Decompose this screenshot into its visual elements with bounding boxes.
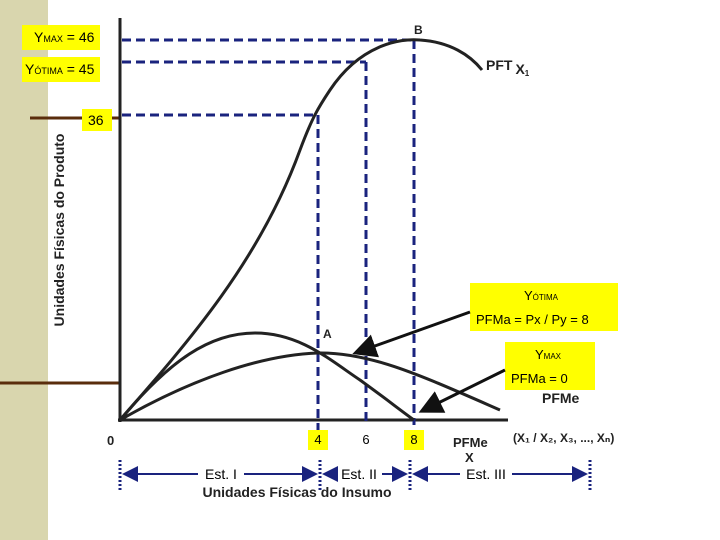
x-tick-label: 4 xyxy=(314,432,321,447)
pft-label: PFT X1 xyxy=(486,57,530,78)
callout-arrow xyxy=(418,368,506,413)
y-max-label: YMAX = 46 xyxy=(34,29,95,45)
stage-label: Est. II xyxy=(341,466,377,482)
x-axis-variable: (X₁ / X₂, X₃, ..., Xₙ) xyxy=(513,431,614,445)
origin-label: 0 xyxy=(107,433,114,448)
pfma-curve xyxy=(118,331,415,422)
pfme-label: PFMe xyxy=(542,390,580,406)
pfma-x-label: X xyxy=(465,450,474,465)
label-box xyxy=(22,25,100,50)
y-otima-label: YÓTIMA = 45 xyxy=(25,61,95,77)
x-tick-label: 6 xyxy=(362,432,369,447)
label-box xyxy=(22,57,100,82)
label-box xyxy=(82,109,112,131)
side-strip xyxy=(0,0,48,540)
point-a: A xyxy=(323,327,332,341)
x-axis-label: Unidades Físicas do Insumo xyxy=(202,484,391,500)
stage-label: Est. I xyxy=(205,466,237,482)
callout-title: YÓTIMA xyxy=(524,288,559,303)
callout-box xyxy=(505,342,595,390)
callout-arrow xyxy=(352,310,471,358)
x-tick-label: 8 xyxy=(410,432,417,447)
callout-box xyxy=(470,283,618,331)
point-b: B xyxy=(414,23,423,37)
label-box xyxy=(404,430,424,450)
callout-text: PFMa = 0 xyxy=(511,371,568,386)
stage-bars xyxy=(118,460,592,492)
callout-title: YMAX xyxy=(535,347,562,362)
stage-label: Est. III xyxy=(466,466,506,482)
pfme-curve xyxy=(119,351,501,422)
pfma-label: PFMe xyxy=(453,435,488,450)
pft-curve xyxy=(118,38,484,421)
y-axis-label: Unidades Físicas do Produto xyxy=(51,134,67,327)
label-box xyxy=(308,430,328,450)
value-36: 36 xyxy=(88,112,104,128)
callout-text: PFMa = Px / Py = 8 xyxy=(476,312,589,327)
figure-panel xyxy=(48,18,688,520)
